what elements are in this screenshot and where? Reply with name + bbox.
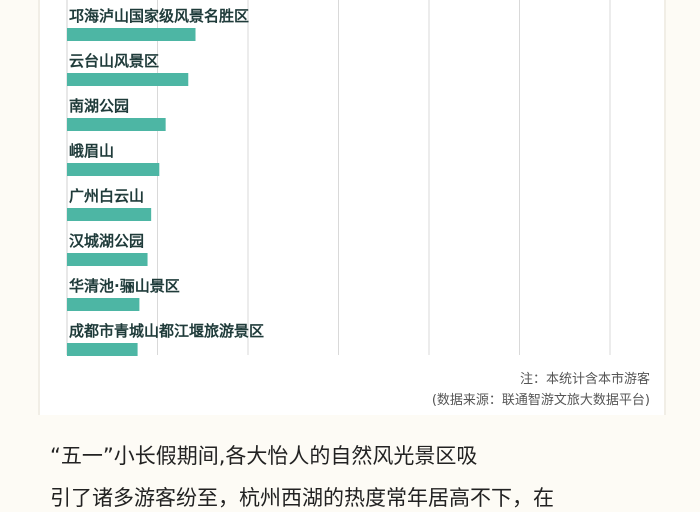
category-label: 云台山风景区	[69, 52, 159, 70]
data-source-note: (数据来源：联通智游文旅大数据平台)	[431, 393, 650, 408]
bar	[67, 343, 138, 356]
category-label: 汉城湖公园	[69, 232, 144, 250]
category-label: 峨眉山	[69, 142, 114, 160]
category-label: 南湖公园	[69, 97, 129, 115]
bar-layer	[67, 28, 196, 356]
article-paragraph-line-2: 引了诸多游客纷至，杭州西湖的热度常年居高不下，在	[50, 486, 554, 510]
label-layer: 邛海泸山国家级风景名胜区云台山风景区南湖公园峨眉山广州白云山汉城湖公园华清池·骊…	[69, 7, 264, 340]
bar	[67, 163, 160, 176]
article-paragraph-line-1: “五一”小长假期间,各大怡人的自然风光景区吸	[50, 444, 478, 468]
bar	[67, 28, 196, 41]
category-label: 华清池·骊山景区	[69, 277, 180, 295]
card-border-left	[38, 0, 40, 415]
bar	[67, 253, 148, 266]
category-label: 广州白云山	[69, 187, 144, 205]
chart-card	[40, 0, 664, 415]
bar-chart: 邛海泸山国家级风景名胜区云台山风景区南湖公园峨眉山广州白云山汉城湖公园华清池·骊…	[66, 0, 611, 356]
grid-layer	[66, 0, 611, 355]
category-label: 成都市青城山都江堰旅游景区	[69, 322, 264, 340]
bar	[67, 73, 189, 86]
bar	[67, 208, 152, 221]
chart-note: 注：本统计含本市游客	[519, 372, 650, 387]
card-border-right	[664, 0, 666, 415]
bar	[67, 118, 166, 131]
bar	[67, 298, 140, 311]
category-label: 邛海泸山国家级风景名胜区	[69, 7, 249, 25]
